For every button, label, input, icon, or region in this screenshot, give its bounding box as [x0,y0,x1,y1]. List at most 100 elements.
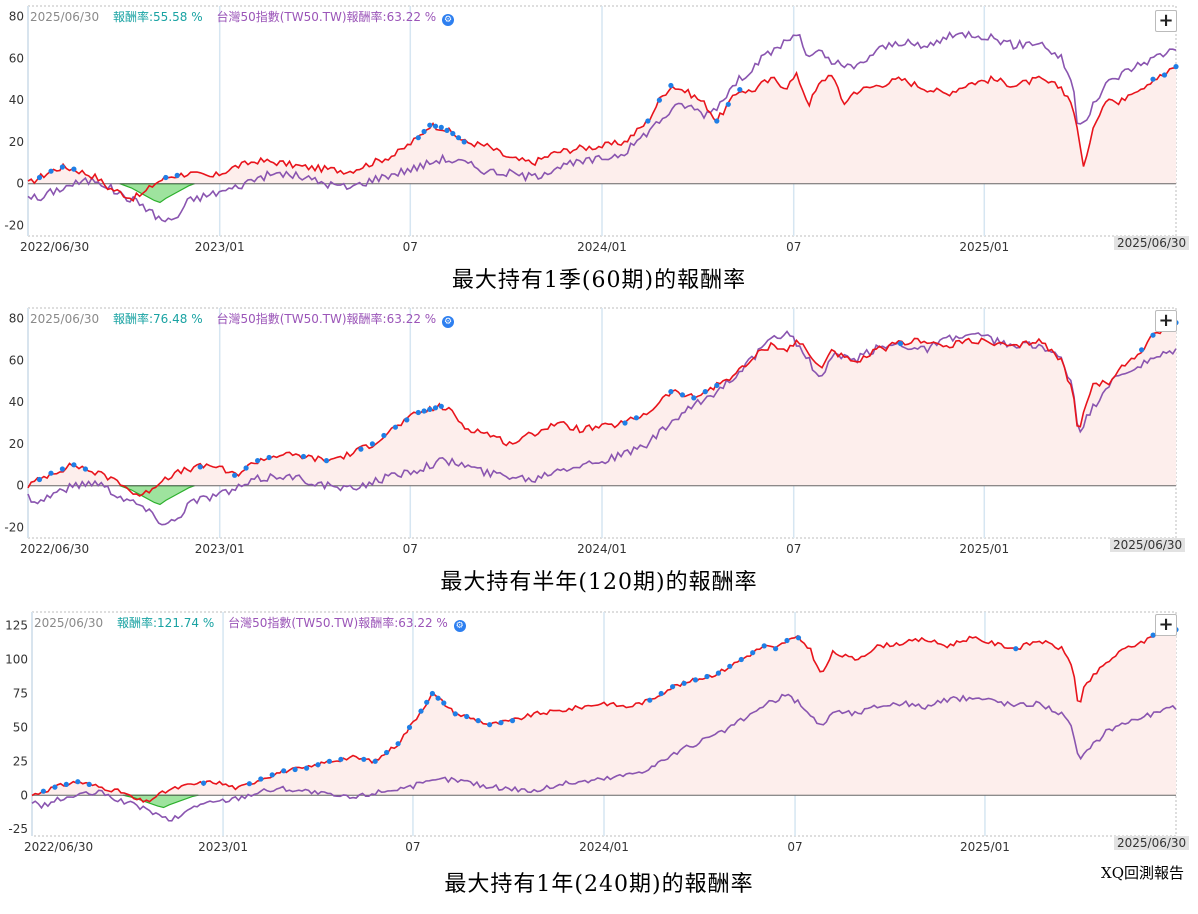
new-high-dot [82,466,88,472]
x-tick-label: 2022/06/30 [20,542,89,556]
new-high-dot [281,768,287,774]
new-high-dot [266,454,272,461]
new-high-dot [86,781,92,787]
new-high-dot [450,130,456,137]
chart-panel-1: -20 0 20 40 60 80 2022/06/30 2023/01 07 2024/01 07… [0,0,1198,300]
settings-icon[interactable]: ⚙ [442,14,455,26]
new-high-dot [415,135,421,141]
y-tick-label: 60 [9,353,24,367]
new-high-dot [232,472,238,478]
x-tick-label: 07 [403,240,418,254]
new-high-dot [622,420,628,426]
settings-icon[interactable]: ⚙ [442,316,455,328]
new-high-dot [404,417,410,423]
zoom-plus-button[interactable]: + [1155,310,1177,332]
new-high-dot [258,776,264,782]
benchmark-label: 台灣50指數(TW50.TW)報酬率: [228,616,399,630]
strategy-return: 報酬率:121.74 % [117,616,214,630]
benchmark-return: 台灣50指數(TW50.TW)報酬率:63.22 % [216,312,436,326]
x-tick-label: 2023/01 [195,542,245,556]
new-high-dot [48,470,54,476]
new-high-dot [392,424,398,430]
new-high-dot [441,700,447,706]
settings-icon[interactable]: ⚙ [453,620,466,632]
y-tick-label: 125 [5,619,28,633]
x-tick-label: 07 [403,542,418,556]
y-tick-label: 20 [9,437,24,451]
chart-panel-3: -25 0 25 50 75 100 125 2022/06/30 2023/01 07 2024/… [0,604,1198,914]
x-tick-label: 2025/01 [959,542,1009,556]
benchmark-return: 台灣50指數(TW50.TW)報酬率:63.22 % [228,616,448,630]
new-high-dot [432,123,439,129]
watermark: XQ回測報告 [1101,864,1184,882]
y-tick-label: 40 [9,395,24,409]
new-high-dot [509,718,516,724]
chart-svg: -25 0 25 50 75 100 125 2022/06/30 2023/01 07 2024/… [5,611,1179,854]
new-high-dot [300,453,307,460]
new-high-dot [71,462,77,468]
strategy-line [27,67,1177,202]
new-high-dot [681,680,687,686]
new-high-dot [1173,64,1179,70]
new-high-dot [269,772,275,778]
x-tick-label: 2023/01 [198,840,248,854]
new-high-dot [429,690,435,697]
x-tick-label: 2022/06/30 [24,840,93,854]
benchmark-line [27,30,1177,223]
y-tick-label: -20 [4,219,24,233]
strategy-line [27,322,1177,497]
new-high-dot [48,168,54,174]
benchmark-label: 台灣50指數(TW50.TW)報酬率: [216,10,387,24]
new-high-dot [427,122,433,128]
x-tick-label: 07 [787,840,802,854]
new-high-dot [163,174,169,181]
x-tick-label: 2022/06/30 [20,240,89,254]
new-high-dot [1150,332,1156,338]
new-high-dot [487,722,493,728]
chart-header: 2025/06/30 報酬率:76.48 % 台灣50指數(TW50.TW)報酬… [30,310,455,328]
new-high-dot [59,466,65,472]
new-high-dot [424,699,430,705]
strategy-return: 報酬率:55.58 % [113,10,203,24]
x-tick-label: 07 [786,542,801,556]
new-high-dot [304,765,310,771]
new-high-dot [656,97,663,103]
new-high-dot [197,464,203,470]
benchmark-value: 63.22 % [386,312,437,326]
strategy-value: 121.74 % [157,616,215,630]
new-high-dot [1139,347,1145,353]
new-high-dot [692,677,699,683]
y-tick-label: 0 [16,479,24,493]
y-tick-label: -20 [4,521,24,535]
new-high-dot [59,164,65,170]
new-high-dot [1161,72,1168,78]
new-high-dot [452,711,458,717]
new-high-dot [415,409,421,416]
new-high-dot [668,389,674,395]
zoom-plus-button[interactable]: + [1155,614,1177,636]
new-high-dot [668,82,674,89]
strategy-label: 報酬率: [117,616,158,630]
new-high-dot [679,392,686,398]
chart-panel-2: -20 0 20 40 60 80 2022/06/30 2023/01 07 2024/01 07… [0,302,1198,602]
new-high-dot [670,684,676,690]
new-high-dot [369,441,375,447]
new-high-dot [201,780,207,786]
new-high-dot [761,643,767,649]
new-high-dot [36,476,43,483]
new-high-dot [40,788,47,794]
new-high-dot [1013,646,1019,652]
strategy-label: 報酬率: [113,312,154,326]
y-tick-label: -25 [8,822,28,836]
chart-header: 2025/06/30 報酬率:55.58 % 台灣50指數(TW50.TW)報酬… [30,8,455,26]
strategy-return: 報酬率:76.48 % [113,312,203,326]
chart-caption: 最大持有1季(60期)的報酬率 [451,268,747,293]
new-high-dot [36,174,43,181]
new-high-dot [897,340,904,347]
chart-svg: -20 0 20 40 60 80 2022/06/30 2023/01 07 2024/01 07… [4,5,1179,254]
new-high-dot [406,724,413,730]
zoom-plus-button[interactable]: + [1155,10,1177,32]
strategy-value: 55.58 % [153,10,203,24]
new-high-dot [174,172,180,178]
x-tick-label: 07 [786,240,801,254]
